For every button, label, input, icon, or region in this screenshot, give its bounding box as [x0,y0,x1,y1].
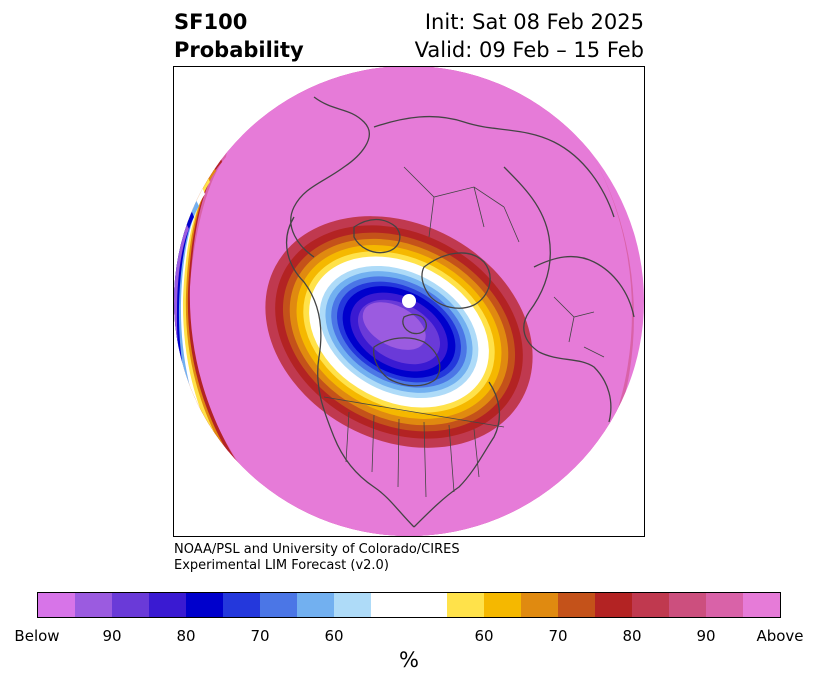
colorbar-tick-label: 60 [474,627,494,645]
colorbar-segment [149,593,186,617]
colorbar-tick-label: Above [756,627,804,645]
colorbar-tick-label: 90 [696,627,716,645]
colorbar-segment [260,593,297,617]
coastlines [285,96,635,528]
title-variable-line1: SF100 [174,10,248,34]
colorbar-segment [112,593,149,617]
colorbar-segment [38,593,75,617]
colorbar-tick-label: 80 [622,627,642,645]
central-anomaly-oval [265,216,533,448]
coast-siberia [373,115,615,218]
colorbar-segment [371,593,447,617]
colorbar-segment [632,593,669,617]
border-asia [403,166,520,243]
probability-colorbar [37,592,781,618]
colorbar-tick-label: 70 [548,627,568,645]
colorbar-segment [223,593,260,617]
border-europe [553,296,605,358]
credit-line2: Experimental LIM Forecast (v2.0) [174,558,389,573]
colorbar-tick-label: 70 [250,627,270,645]
coast-arctic-island-1 [353,218,401,254]
colorbar-unit: % [399,648,419,672]
band-80-strip [174,152,254,497]
credit-block: NOAA/PSL and University of Colorado/CIRE… [174,542,460,574]
border-states [345,411,480,498]
colorbar-segment [297,593,334,617]
credit-line1: NOAA/PSL and University of Colorado/CIRE… [174,542,460,557]
coast-mexico [333,436,415,528]
borders [323,166,605,498]
forecast-map-svg [174,67,644,536]
border-us-canada [323,396,505,428]
coast-eurasia-north [533,255,635,318]
title-variable-line2: Probability [174,38,304,62]
coast-pacific-na [285,216,335,438]
map-title-dates: Init: Sat 08 Feb 2025 Valid: 09 Feb – 15… [415,8,644,64]
colorbar-segment [447,593,484,617]
colorbar-tick-label: 60 [324,627,344,645]
forecast-map [173,66,645,537]
colorbar-segment [334,593,371,617]
colorbar-segment [484,593,521,617]
colorbar-segment [558,593,595,617]
coast-greenland [421,252,491,309]
coast-europe [538,351,612,423]
title-valid-range: Valid: 09 Feb – 15 Feb [414,38,644,62]
colorbar-segment [595,593,632,617]
colorbar-segment [706,593,743,617]
colorbar-segment [521,593,558,617]
colorbar-segment [743,593,780,617]
colorbar-segment [75,593,112,617]
colorbar-segment [669,593,706,617]
probability-field [174,67,644,536]
colorbar-tick-label: 90 [102,627,122,645]
colorbar-segment [186,593,223,617]
colorbar-tick-label: 80 [176,627,196,645]
coast-scandinavia [503,166,551,353]
coast-hudson-bay [373,337,441,387]
colorbar-tick-label: Below [14,627,60,645]
pole-marker [402,294,416,308]
coast-atlantic-na [413,381,501,528]
title-init-date: Init: Sat 08 Feb 2025 [424,10,644,34]
coast-alaska [290,96,370,258]
coast-arctic-island-2 [402,313,427,335]
map-title-variable: SF100 Probability [174,8,304,64]
